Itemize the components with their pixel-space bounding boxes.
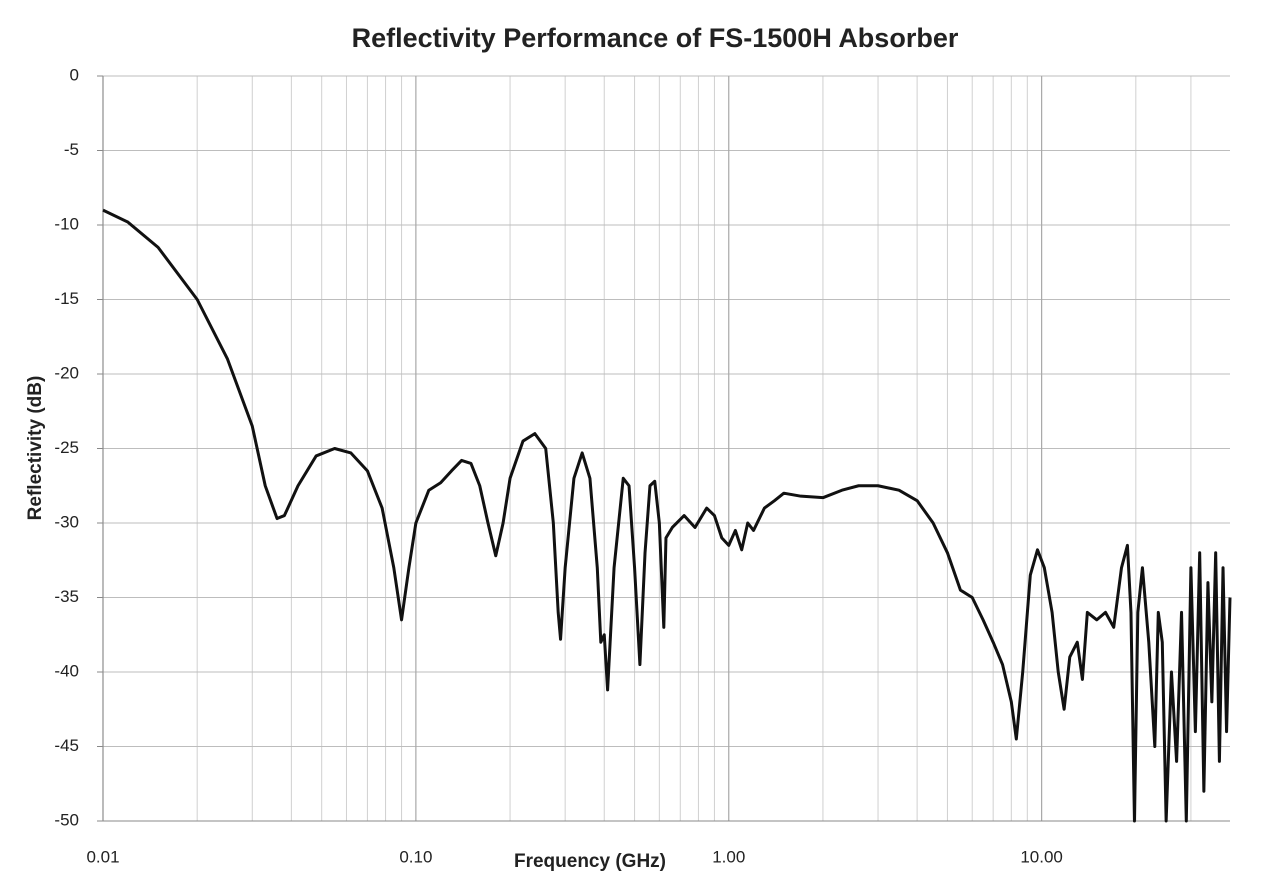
chart-title: Reflectivity Performance of FS-1500H Abs…	[352, 23, 959, 53]
x-tick-label: 0.01	[86, 847, 119, 866]
y-tick-label: -45	[54, 736, 79, 755]
x-tick-label: 0.10	[399, 847, 432, 866]
y-tick-label: -40	[54, 661, 79, 680]
y-tick-label: -35	[54, 587, 79, 606]
y-tick-label: -20	[54, 363, 79, 382]
y-tick-label: -30	[54, 512, 79, 531]
y-tick-label: -25	[54, 438, 79, 457]
y-axis-title: Reflectivity (dB)	[25, 376, 46, 521]
y-tick-label: -5	[64, 140, 79, 159]
data-line	[102, 208, 1232, 823]
y-tick-label: -50	[54, 810, 79, 829]
x-axis-title: Frequency (GHz)	[514, 851, 666, 872]
y-tick-label: 0	[70, 65, 79, 84]
y-tick-label: -15	[54, 289, 79, 308]
y-tick-label: -10	[54, 214, 79, 233]
x-tick-label: 10.00	[1020, 847, 1063, 866]
x-tick-label: 1.00	[712, 847, 745, 866]
